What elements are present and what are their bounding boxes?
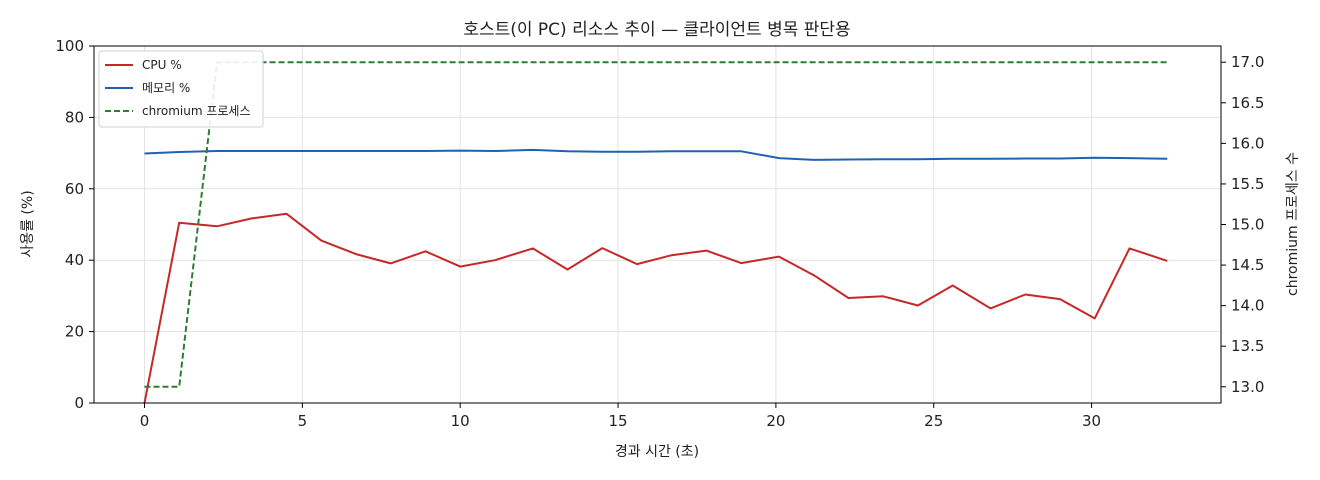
y2-tick-label: 17.0 [1231,53,1264,71]
series-line [144,148,1168,161]
legend-label: chromium 프로세스 [142,104,251,118]
y-axis-left: 0 20 40 60 80 100 [55,37,94,412]
y2-tick-label: 13.0 [1231,378,1264,396]
y-tick-label: 80 [65,108,84,126]
series-line [143,212,1168,404]
x-tick-label: 15 [608,412,627,430]
y2-tick-label: 14.5 [1231,256,1264,274]
x-tick-label: 10 [451,412,470,430]
y-tick-label: 20 [65,323,84,341]
series-lines [143,61,1168,404]
y-tick-label: 40 [65,251,84,269]
y-tick-label: 100 [55,37,84,55]
y2-tick-label: 13.5 [1231,337,1264,355]
y-axis-label: 사용률 (%) [20,190,36,257]
x-axis-label: 경과 시간 (초) [615,444,699,460]
y2-axis-label: chromium 프로세스 수 [1285,152,1301,296]
y2-tick-label: 16.0 [1231,134,1264,152]
legend-box [98,50,264,128]
y2-tick-label: 15.0 [1231,216,1264,234]
y-tick-label: 60 [65,180,84,198]
legend-label: 메모리 % [142,81,190,95]
series-line [144,61,1168,388]
y2-tick-label: 14.0 [1231,297,1264,315]
x-tick-label: 30 [1082,412,1101,430]
y2-tick-label: 15.5 [1231,175,1264,193]
x-tick-label: 25 [924,412,943,430]
x-axis: 0 5 10 15 20 25 30 [140,403,1101,430]
y-axis-right: 13.0 13.5 14.0 14.5 15.0 15.5 16.0 16.5 17.0 [1221,53,1264,396]
legend: CPU % 메모리 % chromium 프로세스 [98,50,264,128]
x-tick-label: 20 [766,412,785,430]
y-tick-label: 0 [74,394,84,412]
legend-label: CPU % [142,58,182,72]
y2-tick-label: 16.5 [1231,94,1264,112]
chart-title: 호스트(이 PC) 리소스 추이 — 클라이언트 병목 판단용 [463,20,850,40]
x-tick-label: 0 [140,412,150,430]
x-tick-label: 5 [298,412,308,430]
